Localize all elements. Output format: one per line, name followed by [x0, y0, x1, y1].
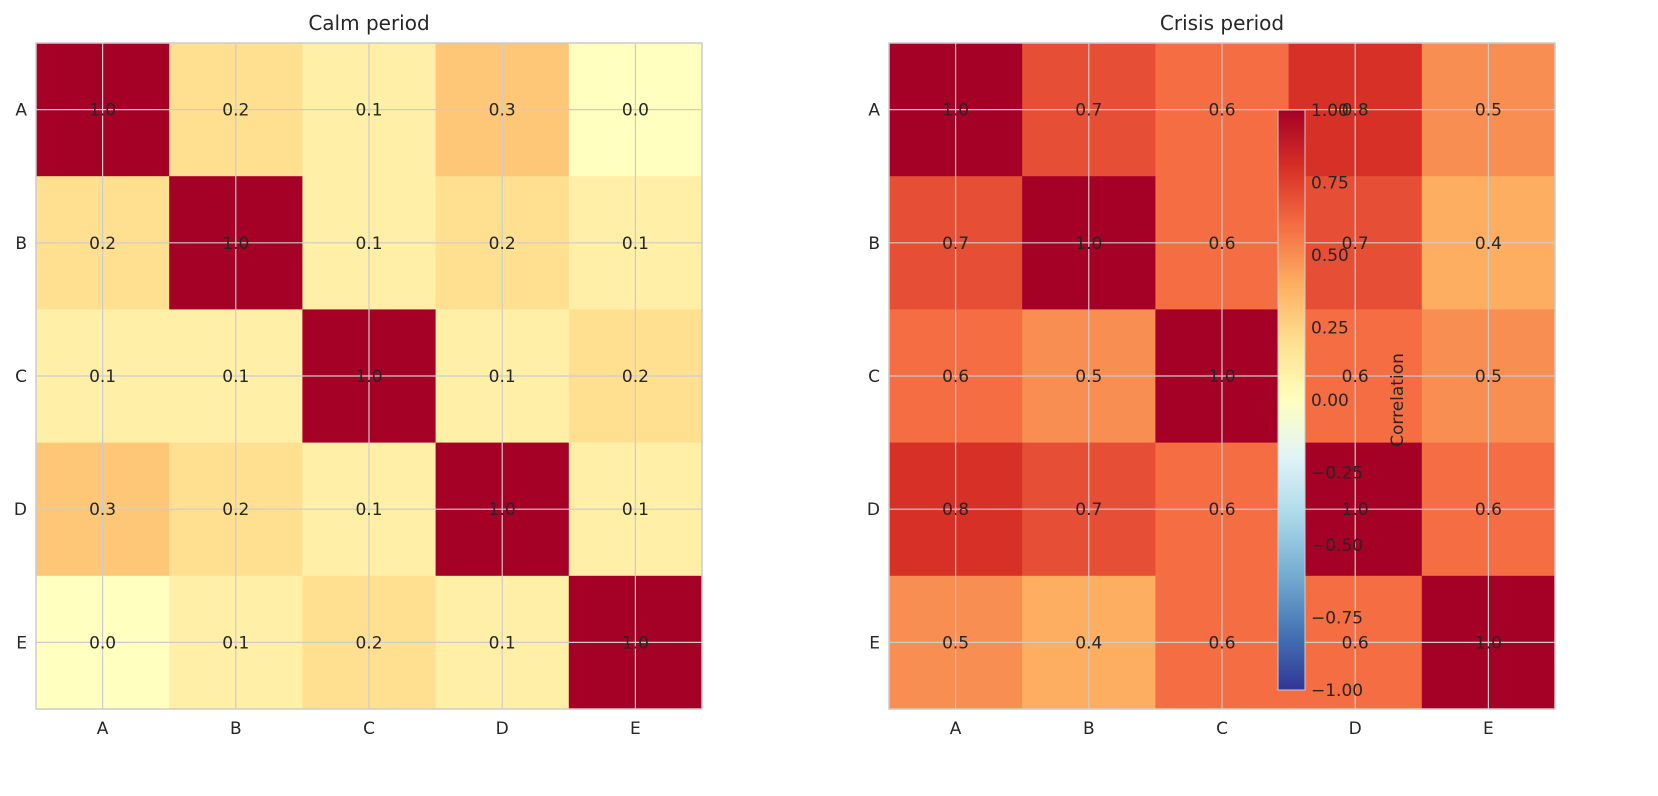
colorbar-tick-label: −0.75 [1311, 609, 1363, 629]
cell-value-label: 0.6 [1208, 234, 1235, 254]
cell-value-label: 0.6 [1208, 500, 1235, 520]
cell-value-label: 0.2 [222, 500, 249, 520]
cell-value-label: 0.1 [355, 101, 382, 121]
cell-value-label: 0.6 [1342, 633, 1369, 653]
colorbar-tick-label: 0.75 [1311, 174, 1349, 194]
colorbar-label: Correlation [1388, 353, 1408, 447]
colorbar: 1.00 0.75 0.50 0.25 0.00 −0.25 −0.50 −0.75 −1.00… [1277, 101, 1408, 701]
x-tick-label: D [1349, 719, 1362, 739]
cell-value-label: 0.1 [222, 367, 249, 387]
y-tick-label: C [15, 367, 27, 387]
colorbar-gradient [1277, 109, 1306, 691]
cell-value-label: 0.1 [355, 500, 382, 520]
y-tick-label: A [868, 101, 880, 121]
cell-value-label: 0.1 [222, 633, 249, 653]
cell-value-label: 0.4 [1475, 234, 1502, 254]
cell-value-label: 0.3 [89, 500, 116, 520]
cell-value-label: 0.8 [1342, 101, 1369, 121]
x-tick-label: C [1216, 719, 1228, 739]
cell-value-label: 0.2 [89, 234, 116, 254]
cell-value-label: 0.0 [89, 633, 116, 653]
x-tick-label: E [630, 719, 641, 739]
x-tick-label: A [97, 719, 109, 739]
axes-frame [35, 42, 703, 710]
panel-title: Crisis period [1160, 11, 1284, 35]
cell-value-label: 0.1 [489, 367, 516, 387]
cell-value-label: 0.7 [942, 234, 969, 254]
y-tick-label: C [868, 367, 880, 387]
cell-value-label: 0.6 [1342, 367, 1369, 387]
cell-value-label: 0.2 [222, 101, 249, 121]
cell-value-label: 0.1 [489, 633, 516, 653]
cell-value-label: 1.0 [1075, 234, 1102, 254]
cell-value-label: 1.0 [942, 101, 969, 121]
cell-value-label: 0.5 [1475, 367, 1502, 387]
cell-value-label: 1.0 [222, 234, 249, 254]
cell-value-label: 1.0 [1208, 367, 1235, 387]
cell-value-label: 0.1 [89, 367, 116, 387]
cell-value-label: 0.5 [1475, 101, 1502, 121]
cell-value-label: 0.2 [355, 633, 382, 653]
cell-value-label: 0.2 [622, 367, 649, 387]
colorbar-tick-label: 1.00 [1311, 101, 1349, 121]
cell-value-label: 0.0 [622, 101, 649, 121]
y-tick-label: D [867, 500, 880, 520]
cell-value-label: 0.4 [1075, 633, 1102, 653]
colorbar-tick-label: 0.50 [1311, 246, 1349, 266]
x-tick-label: B [1083, 719, 1095, 739]
x-tick-label: B [230, 719, 242, 739]
cell-value-label: 1.0 [1342, 500, 1369, 520]
x-tick-label: E [1483, 719, 1494, 739]
y-tick-label: E [869, 633, 880, 653]
colorbar-tick-label: 0.25 [1311, 319, 1349, 339]
cell-value-label: 1.0 [622, 633, 649, 653]
cell-value-label: 0.1 [622, 234, 649, 254]
cell-value-label: 0.6 [1475, 500, 1502, 520]
cell-value-label: 0.6 [1208, 633, 1235, 653]
x-tick-label: C [363, 719, 375, 739]
cell-value-label: 1.0 [1475, 633, 1502, 653]
heatmap-panel-2: 1.0 0.7 0.6 0.8 0.50.7 1.0 0.6 0.7 0.40.6 0.5 1.0 0… [867, 11, 1556, 739]
colorbar-tick-label: −0.50 [1311, 536, 1363, 556]
cell-value-label: 0.5 [1075, 367, 1102, 387]
x-tick-label: D [496, 719, 509, 739]
cell-value-label: 0.1 [622, 500, 649, 520]
cell-value-label: 0.2 [489, 234, 516, 254]
colorbar-tick-label: 0.00 [1311, 391, 1349, 411]
cell-value-label: 1.0 [89, 101, 116, 121]
y-tick-label: B [868, 234, 880, 254]
x-tick-label: A [950, 719, 962, 739]
cell-value-label: 0.6 [942, 367, 969, 387]
cell-value-label: 0.1 [355, 234, 382, 254]
y-tick-label: E [16, 633, 27, 653]
cell-value-label: 0.3 [489, 101, 516, 121]
cell-value-label: 0.7 [1075, 101, 1102, 121]
cell-value-label: 0.5 [942, 633, 969, 653]
heatmap-panel-1: 1.0 0.2 0.1 0.3 0.0 0.2 1.0 0.1 0.2 0.1 0.1 0.1 1.0 0… [14, 11, 703, 739]
y-tick-label: B [15, 234, 27, 254]
cell-value-label: 0.6 [1208, 101, 1235, 121]
axes-frame [888, 42, 1556, 710]
cell-value-label: 1.0 [355, 367, 382, 387]
panel-title: Calm period [308, 11, 429, 35]
colorbar-tick-label: −1.00 [1311, 681, 1363, 701]
y-tick-label: A [15, 101, 27, 121]
cell-value-label: 0.7 [1075, 500, 1102, 520]
y-tick-label: D [14, 500, 27, 520]
colorbar-tick-label: −0.25 [1311, 464, 1363, 484]
cell-value-label: 0.8 [942, 500, 969, 520]
cell-value-label: 0.7 [1342, 234, 1369, 254]
cell-value-label: 1.0 [489, 500, 516, 520]
